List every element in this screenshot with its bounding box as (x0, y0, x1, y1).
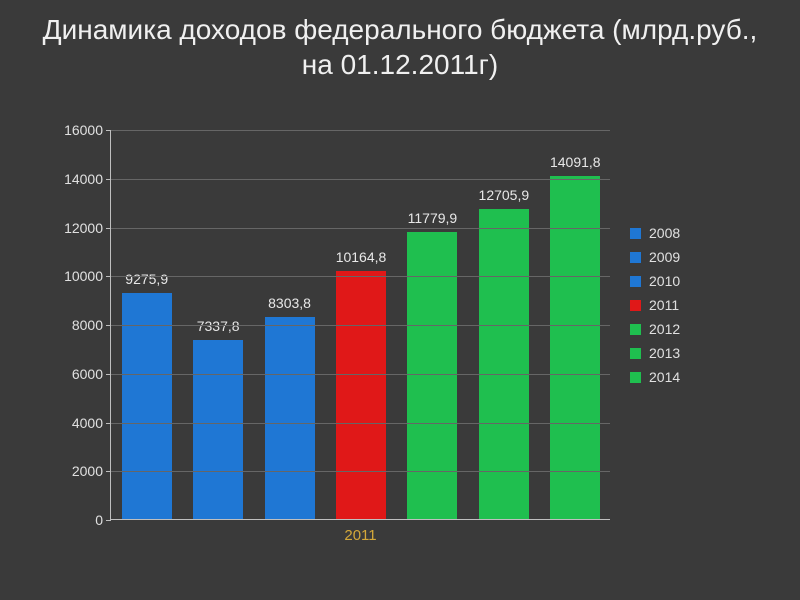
bar-2012: 11779,9 (407, 232, 457, 519)
legend-swatch (630, 276, 641, 287)
bar-value-label: 14091,8 (550, 154, 601, 170)
legend-item-2014: 2014 (630, 369, 680, 385)
ytick-mark (106, 325, 111, 326)
ytick-mark (106, 228, 111, 229)
bar-value-label: 9275,9 (125, 271, 168, 287)
ytick-mark (106, 520, 111, 521)
bar-2013: 12705,9 (479, 209, 529, 519)
bar-2009: 7337,8 (193, 340, 243, 519)
xaxis-label: 2011 (344, 527, 376, 544)
ytick-mark (106, 471, 111, 472)
ytick-label: 12000 (64, 220, 103, 236)
ytick-mark (106, 276, 111, 277)
grid-line (111, 130, 610, 131)
legend-swatch (630, 252, 641, 263)
legend-label: 2008 (649, 225, 680, 241)
grid-line (111, 276, 610, 277)
page-title: Динамика доходов федерального бюджета (м… (0, 0, 800, 90)
ytick-mark (106, 423, 111, 424)
bar-value-label: 12705,9 (479, 187, 530, 203)
legend-swatch (630, 300, 641, 311)
plot-area: 9275,9 7337,8 8303,8 10164,8 11779,9 12705,9 1… (110, 130, 610, 520)
ytick-label: 16000 (64, 122, 103, 138)
legend-item-2009: 2009 (630, 249, 680, 265)
bar-2011: 10164,8 (336, 271, 386, 519)
legend-item-2011: 2011 (630, 297, 680, 313)
ytick-label: 14000 (64, 171, 103, 187)
ytick-label: 4000 (72, 415, 103, 431)
ytick-label: 8000 (72, 317, 103, 333)
legend-label: 2010 (649, 273, 680, 289)
legend-label: 2009 (649, 249, 680, 265)
legend-item-2008: 2008 (630, 225, 680, 241)
slide: Динамика доходов федерального бюджета (м… (0, 0, 800, 600)
ytick-label: 0 (95, 512, 103, 528)
legend-swatch (630, 372, 641, 383)
legend: 2008 2009 2010 2011 2012 2013 2014 (630, 225, 680, 393)
legend-label: 2014 (649, 369, 680, 385)
bar-value-label: 10164,8 (336, 249, 387, 265)
legend-item-2010: 2010 (630, 273, 680, 289)
grid-line (111, 179, 610, 180)
bar-value-label: 11779,9 (408, 210, 458, 226)
legend-item-2013: 2013 (630, 345, 680, 361)
bar-value-label: 7337,8 (197, 318, 240, 334)
legend-label: 2012 (649, 321, 680, 337)
grid-line (111, 423, 610, 424)
grid-line (111, 471, 610, 472)
legend-label: 2013 (649, 345, 680, 361)
grid-line (111, 228, 610, 229)
ytick-mark (106, 374, 111, 375)
legend-item-2012: 2012 (630, 321, 680, 337)
grid-line (111, 374, 610, 375)
ytick-label: 6000 (72, 366, 103, 382)
legend-label: 2011 (649, 297, 679, 313)
ytick-label: 2000 (72, 463, 103, 479)
legend-swatch (630, 228, 641, 239)
bar-2008: 9275,9 (122, 293, 172, 519)
grid-line (111, 325, 610, 326)
ytick-mark (106, 179, 111, 180)
legend-swatch (630, 324, 641, 335)
bar-value-label: 8303,8 (268, 295, 311, 311)
bar-2010: 8303,8 (265, 317, 315, 519)
legend-swatch (630, 348, 641, 359)
revenue-chart: 9275,9 7337,8 8303,8 10164,8 11779,9 12705,9 1… (40, 120, 760, 560)
ytick-label: 10000 (64, 268, 103, 284)
ytick-mark (106, 130, 111, 131)
